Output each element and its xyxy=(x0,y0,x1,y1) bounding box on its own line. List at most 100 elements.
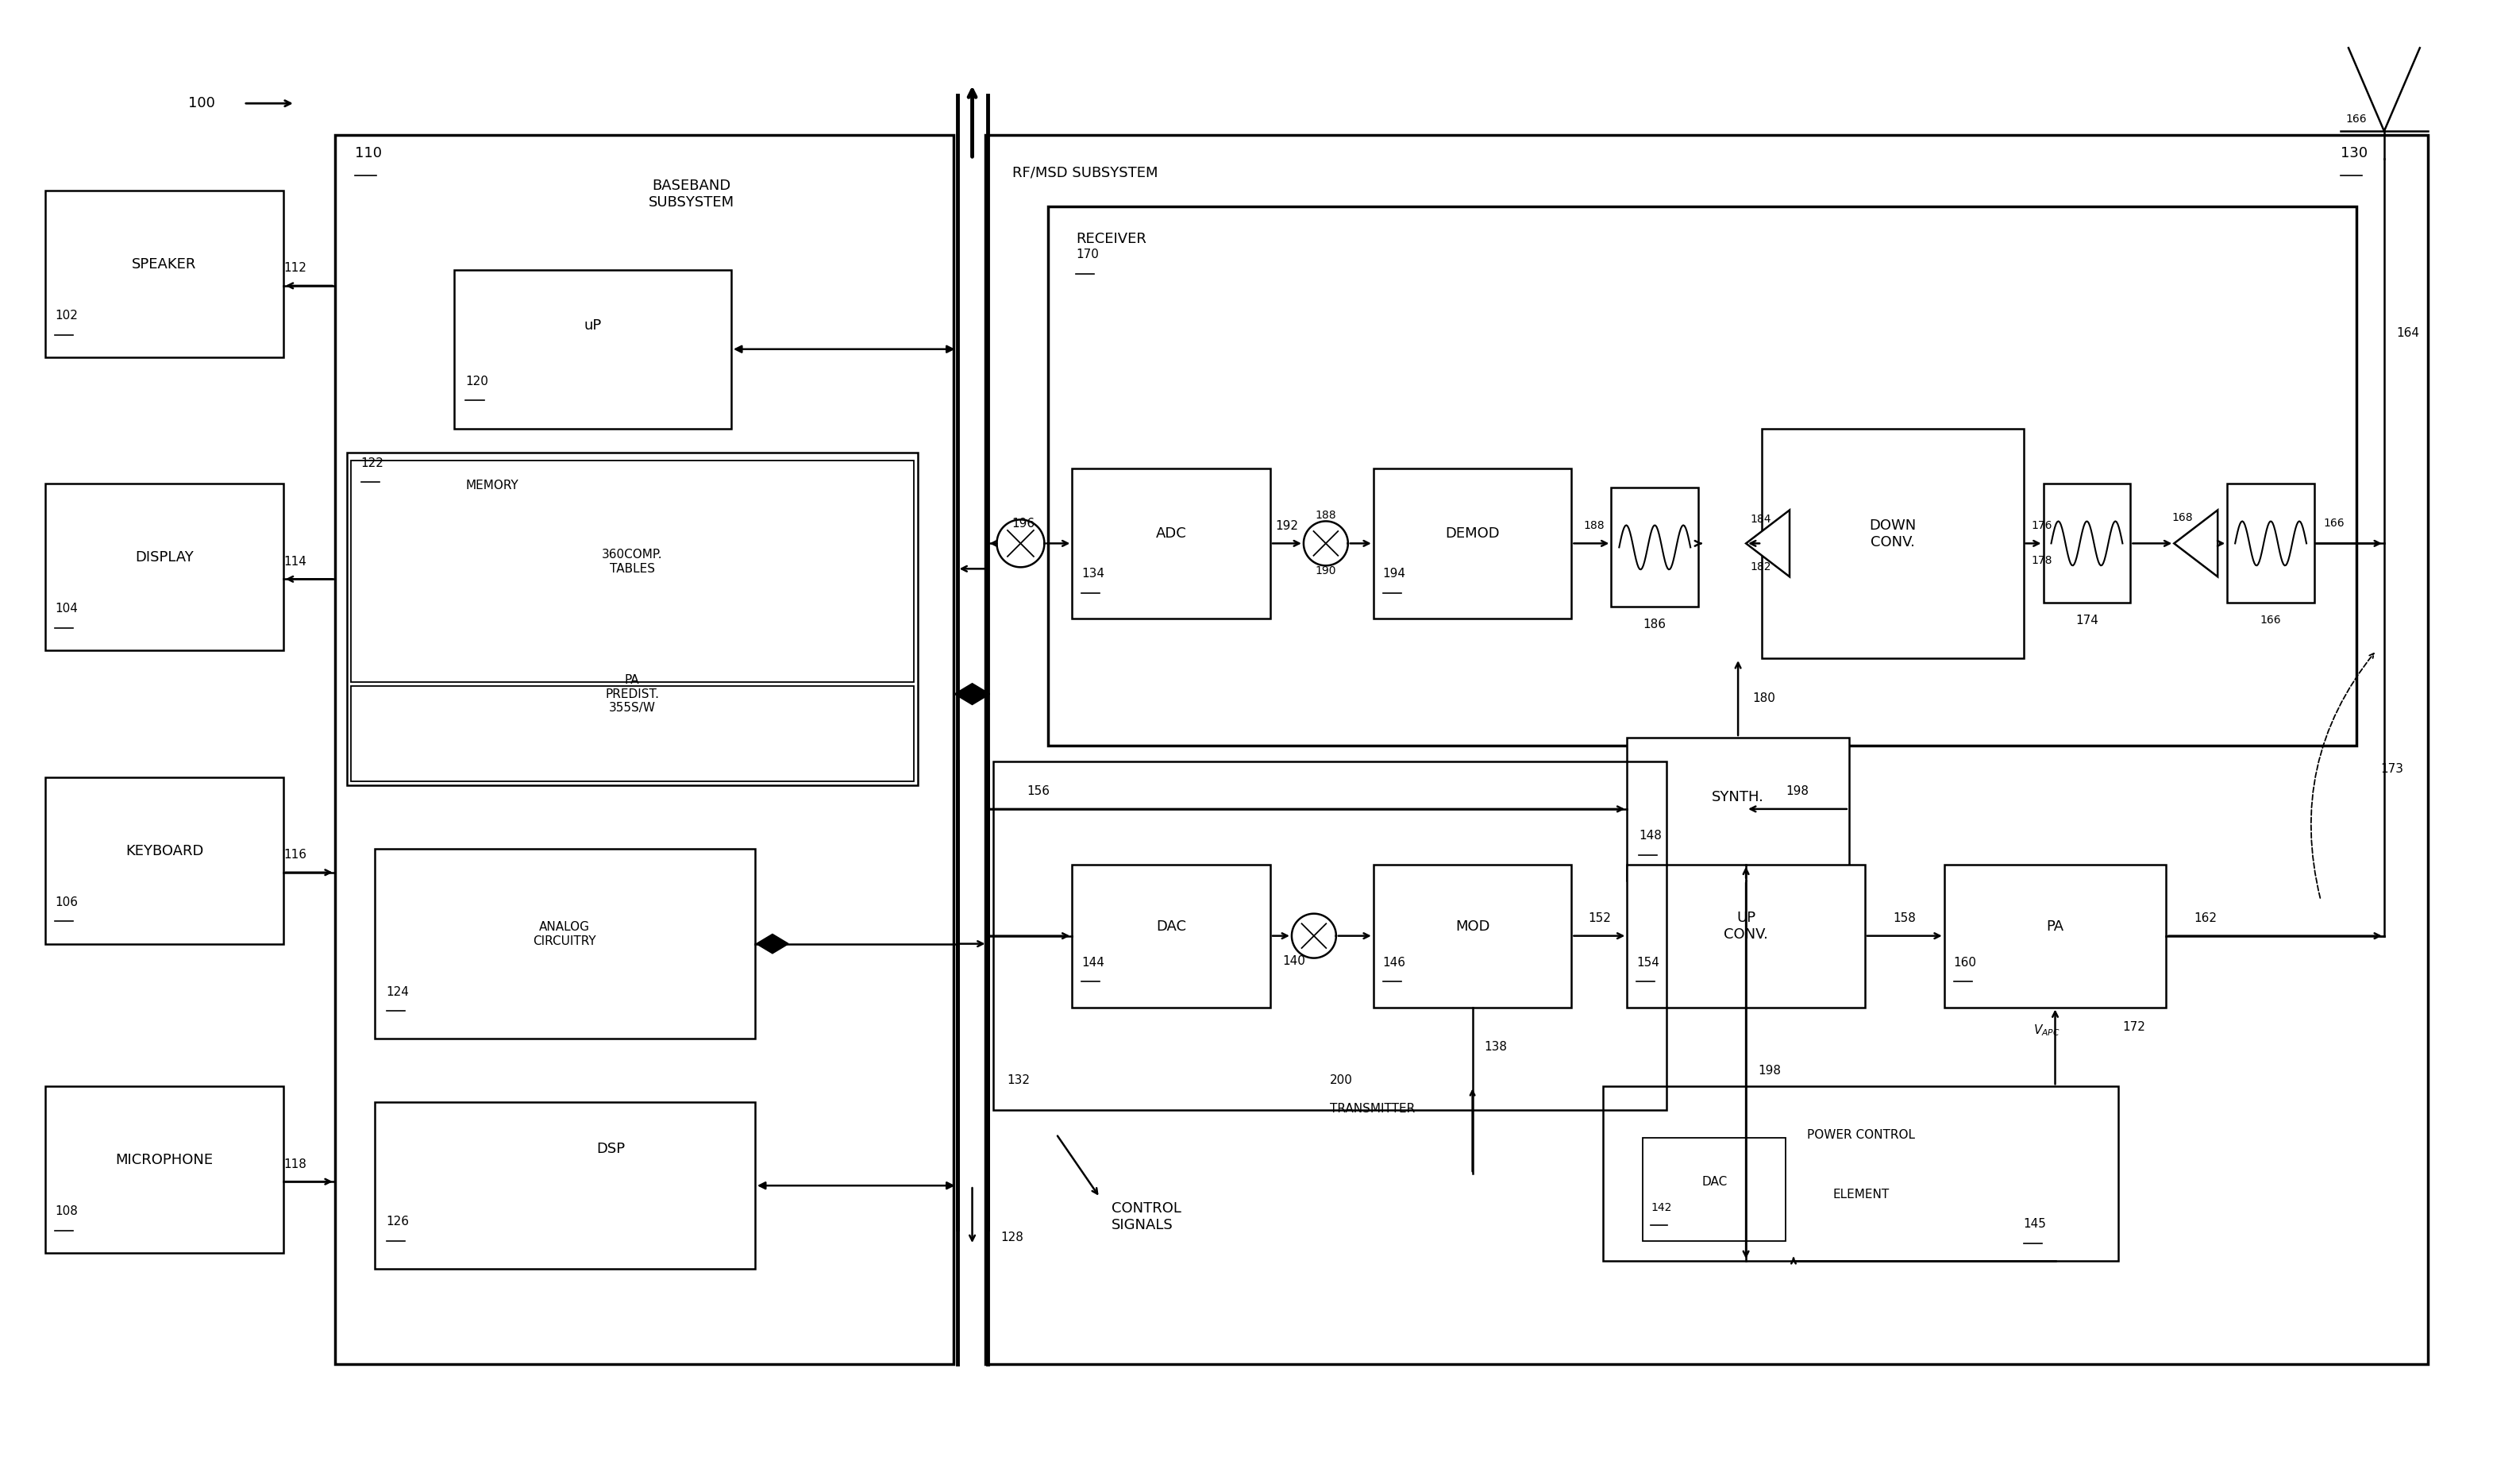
Text: 160: 160 xyxy=(1953,957,1976,969)
Text: KEYBOARD: KEYBOARD xyxy=(126,844,204,858)
Text: 124: 124 xyxy=(386,985,408,997)
Text: 145: 145 xyxy=(2024,1218,2046,1230)
Text: 146: 146 xyxy=(1383,957,1406,969)
Text: 180: 180 xyxy=(1751,692,1774,703)
Text: SPEAKER: SPEAKER xyxy=(131,257,197,272)
Text: 120: 120 xyxy=(466,375,489,387)
Polygon shape xyxy=(756,935,789,953)
Text: 162: 162 xyxy=(2195,913,2218,925)
Text: 112: 112 xyxy=(285,263,307,275)
FancyBboxPatch shape xyxy=(375,1103,756,1269)
FancyBboxPatch shape xyxy=(348,453,917,785)
Text: 140: 140 xyxy=(1283,956,1305,968)
Text: 168: 168 xyxy=(2172,512,2192,524)
Text: 142: 142 xyxy=(1651,1202,1671,1214)
Text: 184: 184 xyxy=(1749,513,1772,525)
FancyBboxPatch shape xyxy=(1048,206,2356,745)
FancyBboxPatch shape xyxy=(1071,467,1270,619)
FancyBboxPatch shape xyxy=(1610,488,1698,607)
Text: 148: 148 xyxy=(1638,830,1661,841)
Text: POWER CONTROL: POWER CONTROL xyxy=(1807,1129,1915,1141)
Text: 154: 154 xyxy=(1635,957,1661,969)
Text: 106: 106 xyxy=(55,896,78,908)
Text: BASEBAND
SUBSYSTEM: BASEBAND SUBSYSTEM xyxy=(648,178,733,209)
Text: 158: 158 xyxy=(1893,913,1915,925)
Text: 188: 188 xyxy=(1315,510,1336,521)
Polygon shape xyxy=(1746,510,1789,577)
FancyBboxPatch shape xyxy=(1373,865,1572,1008)
FancyBboxPatch shape xyxy=(375,849,756,1039)
Text: 156: 156 xyxy=(1028,785,1051,797)
Text: 190: 190 xyxy=(1315,565,1336,577)
Text: PA: PA xyxy=(2046,919,2064,933)
Text: 196: 196 xyxy=(1011,518,1036,530)
FancyBboxPatch shape xyxy=(1373,467,1572,619)
Text: 176: 176 xyxy=(2031,521,2051,531)
Text: 152: 152 xyxy=(1588,913,1610,925)
Text: 360COMP.
TABLES: 360COMP. TABLES xyxy=(602,549,663,574)
FancyBboxPatch shape xyxy=(45,484,282,650)
Text: 182: 182 xyxy=(1749,561,1772,573)
Text: 164: 164 xyxy=(2397,328,2419,340)
Text: 128: 128 xyxy=(1000,1232,1023,1244)
Text: MOD: MOD xyxy=(1454,919,1489,933)
Text: SYNTH.: SYNTH. xyxy=(1711,789,1764,804)
Polygon shape xyxy=(955,684,990,705)
Text: 130: 130 xyxy=(2341,145,2369,160)
FancyBboxPatch shape xyxy=(1071,865,1270,1008)
FancyBboxPatch shape xyxy=(1761,429,2024,659)
Text: 104: 104 xyxy=(55,603,78,614)
Text: 198: 198 xyxy=(1787,785,1809,797)
Text: 173: 173 xyxy=(2381,763,2404,775)
Text: 174: 174 xyxy=(2076,614,2099,626)
FancyBboxPatch shape xyxy=(985,135,2427,1364)
Text: 178: 178 xyxy=(2031,555,2051,567)
Polygon shape xyxy=(2175,510,2218,577)
FancyBboxPatch shape xyxy=(45,1086,282,1252)
FancyBboxPatch shape xyxy=(1643,1138,1787,1241)
Text: DSP: DSP xyxy=(597,1141,625,1156)
Text: RECEIVER: RECEIVER xyxy=(1076,232,1147,246)
Text: ADC: ADC xyxy=(1157,527,1187,542)
FancyBboxPatch shape xyxy=(335,135,953,1364)
Text: CONTROL
SIGNALS: CONTROL SIGNALS xyxy=(1111,1202,1182,1232)
Text: 108: 108 xyxy=(55,1205,78,1217)
Text: ANALOG
CIRCUITRY: ANALOG CIRCUITRY xyxy=(534,922,597,947)
Text: 138: 138 xyxy=(1484,1040,1507,1052)
Text: UP
CONV.: UP CONV. xyxy=(1724,911,1769,942)
Text: 172: 172 xyxy=(2122,1021,2145,1033)
Text: 132: 132 xyxy=(1008,1074,1031,1086)
FancyBboxPatch shape xyxy=(2044,484,2129,603)
Text: 118: 118 xyxy=(285,1158,307,1171)
Text: 114: 114 xyxy=(285,555,307,567)
Text: DAC: DAC xyxy=(1157,919,1187,933)
FancyBboxPatch shape xyxy=(1603,1086,2119,1261)
Text: PA
PREDIST.
355S/W: PA PREDIST. 355S/W xyxy=(605,674,660,714)
FancyBboxPatch shape xyxy=(1628,738,1850,880)
Text: 170: 170 xyxy=(1076,248,1099,260)
Text: TRANSMITTER: TRANSMITTER xyxy=(1331,1103,1414,1114)
Text: 186: 186 xyxy=(1643,619,1666,631)
Text: 110: 110 xyxy=(355,145,381,160)
Text: 188: 188 xyxy=(1583,521,1605,531)
FancyBboxPatch shape xyxy=(45,778,282,944)
Text: MICROPHONE: MICROPHONE xyxy=(116,1153,214,1168)
FancyBboxPatch shape xyxy=(1628,865,1865,1008)
FancyBboxPatch shape xyxy=(2228,484,2313,603)
Text: 134: 134 xyxy=(1081,568,1104,580)
Text: 194: 194 xyxy=(1383,568,1406,580)
Text: DISPLAY: DISPLAY xyxy=(136,551,194,565)
FancyBboxPatch shape xyxy=(350,460,915,683)
Text: MEMORY: MEMORY xyxy=(466,479,519,491)
Text: 198: 198 xyxy=(1759,1064,1782,1076)
Text: 166: 166 xyxy=(2260,614,2281,626)
Text: 166: 166 xyxy=(2323,518,2344,530)
FancyBboxPatch shape xyxy=(350,686,915,781)
Text: ELEMENT: ELEMENT xyxy=(1832,1189,1890,1201)
Text: $V_{APC}$: $V_{APC}$ xyxy=(2034,1022,2059,1037)
Text: 116: 116 xyxy=(285,849,307,861)
FancyBboxPatch shape xyxy=(45,190,282,358)
Text: DEMOD: DEMOD xyxy=(1446,527,1499,542)
Text: uP: uP xyxy=(585,318,602,332)
Text: 122: 122 xyxy=(360,457,383,469)
